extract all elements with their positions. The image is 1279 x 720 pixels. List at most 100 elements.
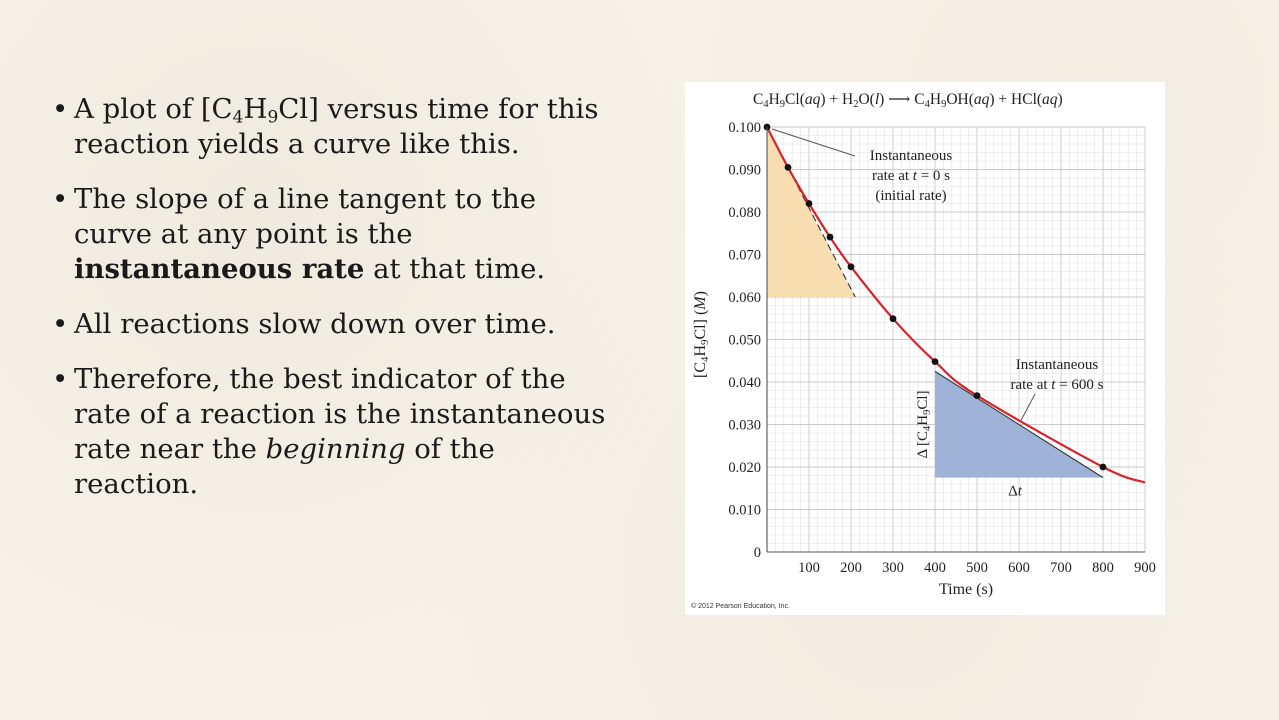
rich-text-part: 4 (922, 425, 933, 431)
bullet-item: A plot of [C4H9Cl] versus time for this … (52, 92, 612, 162)
rate-600s-tangent-line (934, 370, 1104, 479)
x-tick-label: 300 (882, 560, 904, 576)
rich-text-part: aq (974, 91, 990, 108)
x-tick-label: 200 (840, 560, 862, 576)
data-point (826, 233, 834, 241)
bullet-text: of the reaction. (74, 433, 495, 500)
y-tick-label: 0.070 (728, 248, 761, 264)
chart-grid (766, 126, 1146, 553)
initial-rate-label-line1: Instantaneous (870, 148, 953, 164)
delta-concentration-label: Δ [C4H9Cl] (915, 390, 933, 458)
concentration-curve-line (766, 126, 1146, 484)
concentration-curve (766, 126, 1146, 484)
rich-text-part: H (769, 91, 780, 108)
x-tick-label: 900 (1134, 560, 1156, 576)
bullet-text: 9 (267, 107, 279, 128)
y-tick-label: 0.060 (728, 290, 761, 306)
delta-time-label: Δt (1008, 484, 1023, 500)
rich-text-part: ) (1058, 91, 1063, 108)
rich-text-part: OH( (946, 91, 974, 108)
reaction-equation: C4H9Cl(aq) + H2O(l) ⟶ C4H9OH(aq) + HCl(a… (753, 91, 1063, 110)
rich-text-part: Δ [C (915, 431, 931, 459)
rich-text-part: rate at (872, 168, 913, 184)
bullet-text: Therefore, the best indicator of the rat… (74, 363, 606, 465)
x-axis-title: Time (s) (939, 581, 993, 598)
data-point (847, 263, 855, 271)
data-point (784, 163, 792, 171)
bullet-text: Cl] versus time for this reaction yields… (74, 93, 599, 160)
rate-600s-label-line2: rate at t = 600 s (1010, 377, 1103, 393)
rich-text-part: t (1051, 377, 1056, 393)
rich-text-part: Cl] (915, 390, 931, 409)
initial-rate-label-line3: (initial rate) (875, 188, 946, 204)
rich-text-part: ) + H (820, 91, 853, 108)
y-tick-label: 0.100 (728, 120, 761, 136)
rich-text-part: Cl] ( (692, 310, 709, 340)
y-axis-title: [C4H9Cl] (M) (692, 291, 711, 378)
bullet-text: All reactions slow down over time. (74, 308, 556, 340)
rich-text-part: 9 (922, 410, 933, 415)
rich-text-part: 9 (780, 99, 785, 110)
rich-text-part: [C (692, 362, 709, 378)
bullet-text: beginning (265, 433, 406, 465)
bullet-list: A plot of [C4H9Cl] versus time for this … (52, 92, 612, 522)
rich-text-part: 2 (853, 99, 858, 110)
initial-rate-label-line2: rate at t = 0 s (872, 168, 950, 184)
bullet-text: A plot of [C (74, 93, 233, 125)
x-tick-label: 700 (1050, 560, 1072, 576)
chart-labels: 0 0.010 0.020 0.030 0.040 0.050 0.060 0.070 0.08… (691, 91, 1156, 610)
rich-text-part: 4 (763, 99, 769, 110)
data-point (889, 315, 897, 323)
rich-text-part: aq (805, 91, 821, 108)
data-point (763, 123, 771, 131)
rich-text-part: Cl( (785, 91, 805, 108)
y-tick-label: 0.030 (728, 418, 761, 434)
bullet-item: The slope of a line tangent to the curve… (52, 182, 612, 287)
data-point (931, 358, 939, 365)
rich-text-part: aq (1042, 91, 1058, 108)
rich-text-part: ) + HCl( (989, 91, 1042, 108)
rich-text-part: H (915, 415, 931, 426)
chart-axes (766, 127, 1145, 553)
rich-text-part: ) (692, 291, 709, 296)
bullet-text: at that time. (364, 253, 546, 285)
rich-text-part: C (753, 91, 763, 108)
rich-text-part: M (692, 295, 709, 311)
bullet-item: All reactions slow down over time. (52, 307, 612, 342)
rate-600s-label-line1: Instantaneous (1016, 357, 1099, 373)
y-tick-label: 0.010 (728, 503, 761, 519)
rich-text-part: = 0 s (917, 168, 950, 184)
y-tick-label: 0.050 (728, 333, 761, 349)
rich-text-part: Δ (1008, 484, 1018, 500)
initial-rate-tangent-line (766, 126, 856, 298)
bullet-item: Therefore, the best indicator of the rat… (52, 362, 612, 502)
y-tick-label: 0.080 (728, 205, 761, 221)
initial-rate-leader-line (771, 128, 856, 157)
rich-text-part: 9 (699, 339, 711, 344)
data-point (805, 200, 813, 207)
rich-text-part: rate at (1010, 377, 1051, 393)
y-tick-label: 0.040 (728, 375, 761, 391)
rate-600s-leader-line (1020, 393, 1036, 421)
rich-text-part: 4 (699, 356, 711, 362)
rich-text-part: O( (858, 91, 874, 108)
rich-text-part: t (1018, 484, 1023, 500)
reaction-rate-chart: 0 0.010 0.020 0.030 0.040 0.050 0.060 0.070 0.08… (685, 82, 1165, 615)
data-point (1099, 463, 1107, 471)
chart-svg: 0 0.010 0.020 0.030 0.040 0.050 0.060 0.070 0.08… (691, 91, 1156, 610)
x-tick-label: 800 (1092, 560, 1114, 576)
x-tick-label: 600 (1008, 560, 1030, 576)
bullet-text: H (243, 93, 268, 125)
copyright-text: © 2012 Pearson Education, Inc. (691, 602, 790, 610)
y-tick-label: 0.090 (728, 163, 761, 179)
rich-text-part: ) ⟶ C (879, 91, 924, 108)
rich-text-part: Instantaneous (870, 148, 953, 164)
data-points (763, 123, 1107, 471)
y-tick-label: 0 (754, 545, 761, 561)
data-point (973, 392, 981, 399)
x-tick-label: 400 (924, 560, 946, 576)
y-tick-label: 0.020 (728, 460, 761, 476)
rich-text-part: H (692, 345, 709, 357)
rich-text-part: 4 (925, 99, 931, 110)
rich-text-part: H (930, 91, 941, 108)
